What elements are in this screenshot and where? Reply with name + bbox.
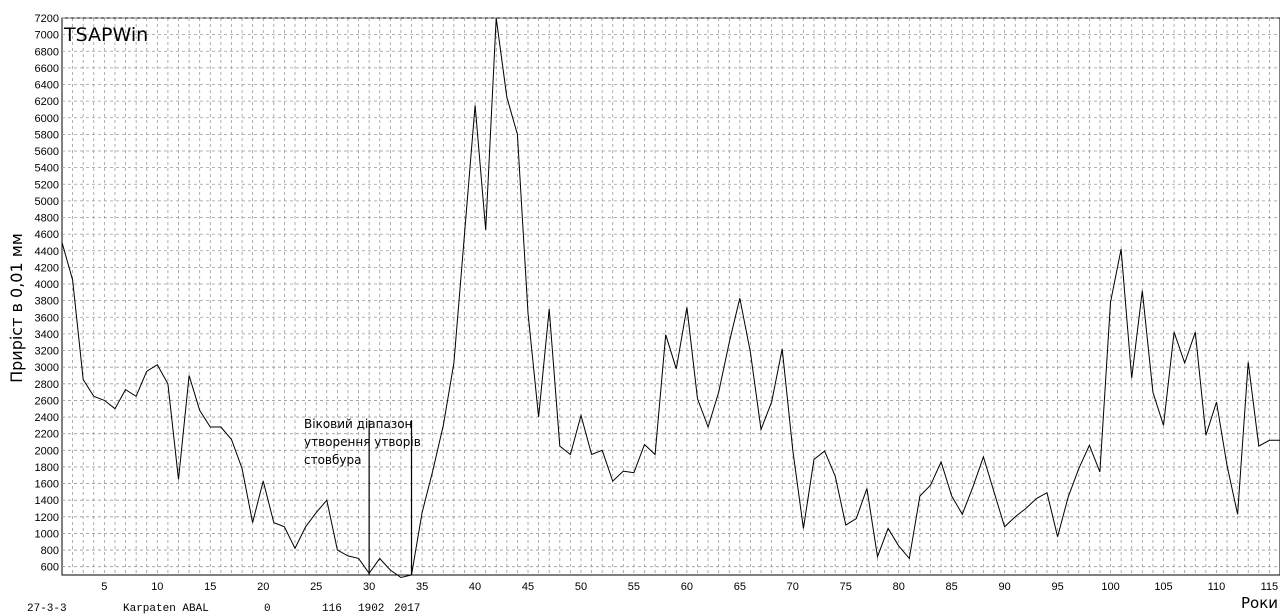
annotation-line-3: стовбура [304, 453, 361, 467]
x-tick-label: 90 [999, 581, 1011, 593]
y-tick-label: 5600 [35, 146, 59, 158]
y-tick-label: 2000 [35, 445, 59, 457]
y-tick-label: 5800 [35, 129, 59, 141]
y-tick-label: 7200 [35, 13, 59, 25]
x-tick-label: 20 [257, 581, 269, 593]
y-tick-label: 1200 [35, 512, 59, 524]
y-tick-label: 6400 [35, 80, 59, 92]
y-tick-label: 3000 [35, 362, 59, 374]
series-line [62, 18, 1280, 578]
y-tick-label: 5000 [35, 196, 59, 208]
footer-sample-id: 27-3-3 [27, 603, 67, 615]
x-tick-label: 15 [204, 581, 216, 593]
y-tick-label: 6200 [35, 96, 59, 108]
x-tick-label: 5 [101, 581, 107, 593]
footer-site: Karpaten ABAL [123, 603, 209, 615]
footer-col1: 0 [264, 603, 271, 615]
x-tick-label: 115 [1261, 581, 1279, 593]
y-tick-label: 1800 [35, 462, 59, 474]
x-tick-label: 105 [1154, 581, 1172, 593]
chart-title: TSAPWin [63, 24, 148, 46]
x-tick-label: 75 [840, 581, 852, 593]
x-tick-label: 55 [628, 581, 640, 593]
x-tick-label: 60 [681, 581, 693, 593]
x-tick-label: 50 [575, 581, 587, 593]
y-tick-label: 2600 [35, 395, 59, 407]
y-tick-label: 6800 [35, 46, 59, 58]
y-axis-label: Приріст в 0,01 мм [7, 233, 26, 383]
y-tick-label: 3400 [35, 329, 59, 341]
x-tick-label: 85 [946, 581, 958, 593]
y-tick-label: 2200 [35, 429, 59, 441]
x-tick-label: 10 [151, 581, 163, 593]
footer-end-year: 2017 [394, 603, 420, 615]
y-tick-label: 1600 [35, 479, 59, 491]
y-tick-label: 3600 [35, 312, 59, 324]
x-tick-label: 110 [1208, 581, 1226, 593]
y-tick-label: 4200 [35, 262, 59, 274]
y-tick-label: 6000 [35, 113, 59, 125]
y-tick-label: 4000 [35, 279, 59, 291]
y-tick-labels: 600 800 1000 1200 1400 1600 1800 2000 2200 2400 26… [35, 13, 59, 574]
y-tick-label: 4400 [35, 246, 59, 258]
series-group [62, 18, 1280, 578]
y-tick-label: 2800 [35, 379, 59, 391]
y-tick-label: 6600 [35, 63, 59, 75]
x-tick-labels: 5 10 15 20 25 30 35 40 45 50 55 60 65 70 75 80 85 90 95 100… [101, 581, 1278, 593]
y-tick-label: 4600 [35, 229, 59, 241]
y-tick-label: 3800 [35, 296, 59, 308]
annotation-line-2: утворення утворів [304, 435, 421, 449]
x-axis-label: Роки [1241, 594, 1278, 612]
y-tick-label: 5200 [35, 179, 59, 191]
y-tick-label: 4800 [35, 213, 59, 225]
x-tick-label: 40 [469, 581, 481, 593]
x-tick-label: 35 [416, 581, 428, 593]
y-tick-label: 7000 [35, 30, 59, 42]
y-tick-label: 5400 [35, 163, 59, 175]
y-tick-label: 2400 [35, 412, 59, 424]
plot-frame [62, 18, 1280, 575]
x-tick-label: 95 [1051, 581, 1063, 593]
y-tick-label: 1000 [35, 528, 59, 540]
footer-length: 116 [322, 603, 342, 615]
x-tick-label: 65 [734, 581, 746, 593]
annotation-line-1: Віковий діапазон [304, 417, 412, 431]
y-tick-label: 3200 [35, 346, 59, 358]
x-tick-label: 80 [893, 581, 905, 593]
grid-vertical [62, 18, 1280, 575]
x-tick-label: 100 [1101, 581, 1119, 593]
x-tick-label: 70 [787, 581, 799, 593]
y-tick-label: 800 [41, 545, 59, 557]
footer-start-year: 1902 [358, 603, 384, 615]
x-tick-label: 25 [310, 581, 322, 593]
y-tick-label: 600 [41, 562, 59, 574]
x-tick-label: 45 [522, 581, 534, 593]
y-tick-label: 1400 [35, 495, 59, 507]
x-tick-label: 30 [363, 581, 375, 593]
